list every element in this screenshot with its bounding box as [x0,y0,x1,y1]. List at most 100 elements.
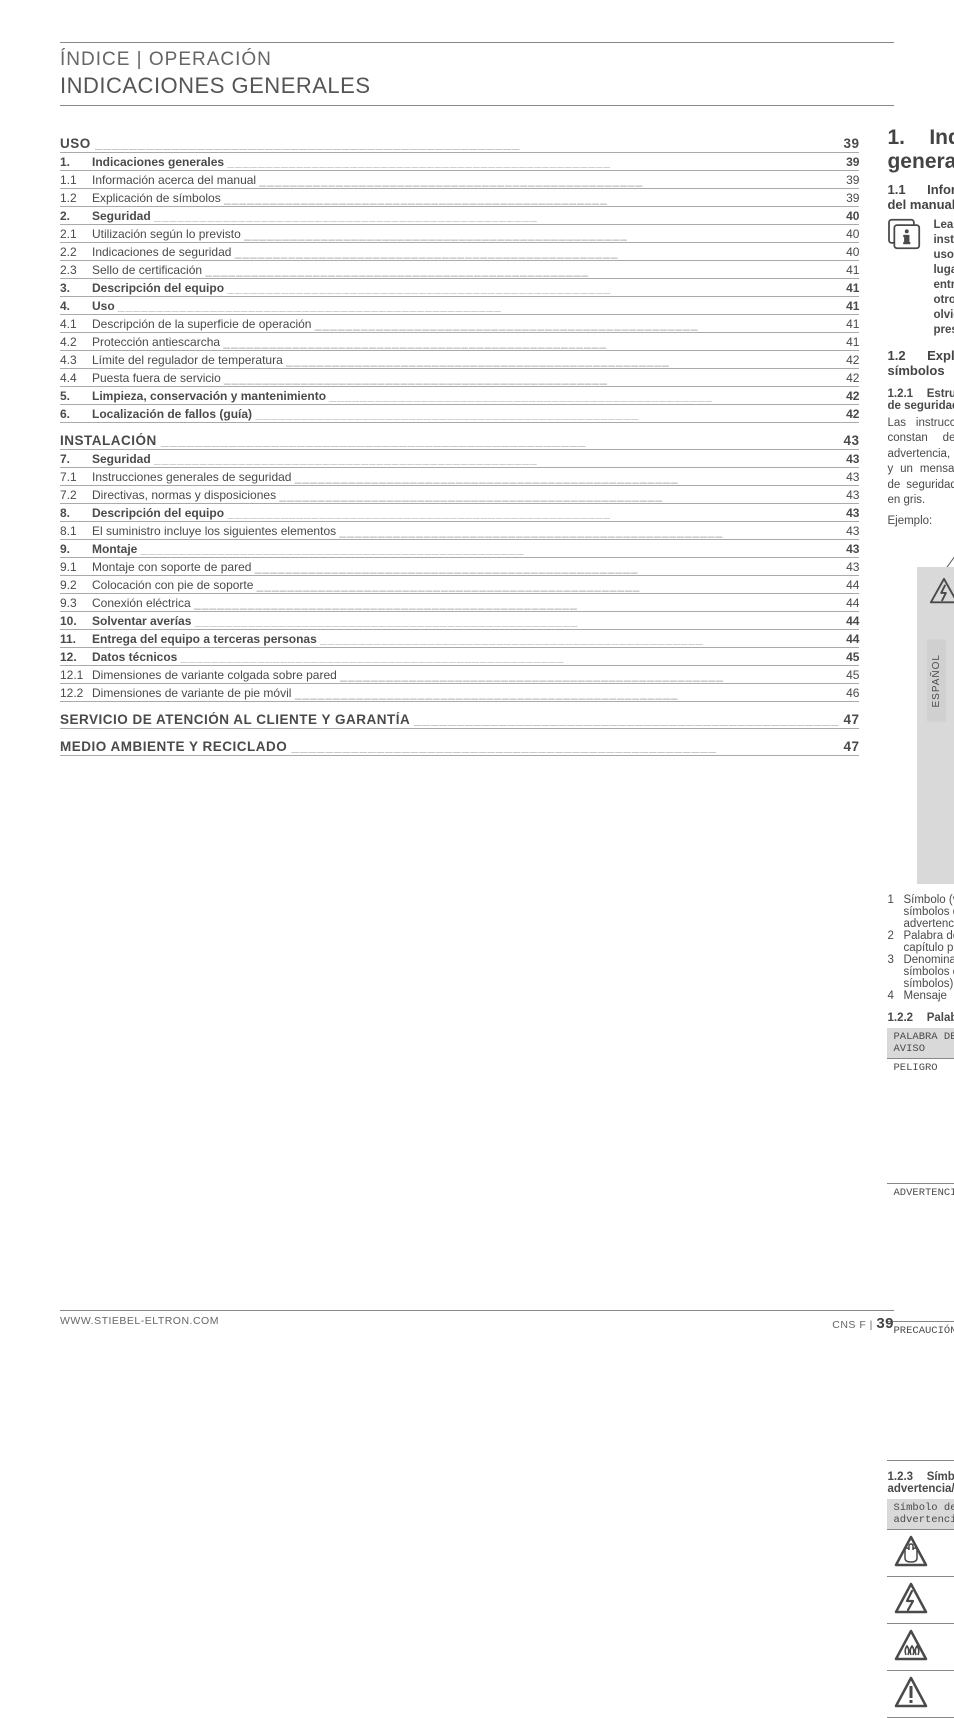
toc-num: 4.3 [60,353,92,367]
toc-page: 43 [839,433,859,448]
toc-label: Dimensiones de variante de pie móvil [92,686,842,700]
symbol-icon-cell [887,1623,954,1670]
toc-row: 8.Descripción del equipo 43 [60,504,859,522]
callout-leader-bottom [917,868,954,902]
example-label: Ejemplo: [887,515,954,527]
toc-row: 9.1Montaje con soporte de pared 43 [60,558,859,576]
table1-header-1: PALABRA DE AVISO [887,1028,954,1059]
callout-box: PELIGRO Electrocución Coloque el aparato… [917,567,954,884]
toc-page: 41 [842,281,859,295]
toc-num: 4.1 [60,317,92,331]
toc-num: 9.2 [60,578,92,592]
toc-page: 47 [839,739,859,754]
toc-num: 2.3 [60,263,92,277]
toc-page: 39 [842,173,859,187]
toc-label: USO [60,136,839,151]
toc-column: USO 391.Indicaciones generales 391.1Info… [60,126,859,1718]
section-1-2-heading: 1.2 Explicación de símbolos [887,348,954,378]
toc-page: 41 [842,317,859,331]
table-row: ADVERTENCIALa palabra de aviso ADVERTENC… [887,1184,954,1322]
legend-num: 2 [887,930,903,954]
toc-num: 5. [60,389,92,403]
toc-page: 44 [842,596,859,610]
info-icon [887,218,923,250]
toc-label: Límite del regulador de temperatura [92,353,842,367]
section-1-2-2-num: 1.2.2 [887,1012,923,1024]
toc-num: 2. [60,209,92,223]
toc-label: El suministro incluye los siguientes ele… [92,524,842,538]
toc-num: 9.3 [60,596,92,610]
toc-row: 4.4Puesta fuera de servicio 42 [60,369,859,387]
toc-page: 44 [842,632,859,646]
toc-row: 9.3Conexión eléctrica 44 [60,594,859,612]
legend-row: 3Denominación (véase capítulo símbolos d… [887,954,954,990]
toc-row: 12.2Dimensiones de variante de pie móvil… [60,684,859,702]
page-header: ÍNDICE | OPERACIÓN INDICACIONES GENERALE… [60,49,894,99]
legend-text: Denominación (véase capítulo símbolos de… [903,954,954,990]
toc-page: 45 [842,650,859,664]
toc-label: Indicaciones de seguridad [92,245,842,259]
toc-row: 7.Seguridad 43 [60,450,859,468]
toc-label: Montaje con soporte de pared [92,560,842,574]
toc-num: 11. [60,632,92,646]
legend-row: 2Palabra de señalización (véase capítulo… [887,930,954,954]
toc-num: 12. [60,650,92,664]
toc-num: 6. [60,407,92,421]
toc-label: Uso [92,299,842,313]
section-1-num: 1. [887,126,923,150]
toc-num: 1.1 [60,173,92,187]
toc-page: 41 [842,299,859,313]
toc-num: 9.1 [60,560,92,574]
toc-num: 2.1 [60,227,92,241]
section-1-2-2-heading: 1.2.2 Palabras de aviso [887,1012,954,1024]
toc-page: 42 [842,389,859,403]
toc-page: 46 [842,686,859,700]
toc-row: 1.1Información acerca del manual 39 [60,171,859,189]
toc-label: Directivas, normas y disposiciones [92,488,842,502]
toc-label: Sello de certificación [92,263,842,277]
toc-label: Colocación con pie de soporte [92,578,842,592]
toc-num: 10. [60,614,92,628]
toc-page: 44 [842,578,859,592]
toc-num: 8.1 [60,524,92,538]
toc-section-row: MEDIO AMBIENTE Y RECICLADO 47 [60,737,859,756]
table-row: Electrocución [887,1576,954,1623]
toc-page: 44 [842,614,859,628]
toc-page: 43 [842,488,859,502]
section-1-2-3-num: 1.2.3 [887,1471,923,1483]
section-1-1-heading: 1.1 Información acerca del manual [887,182,954,212]
toc-section-row: USO 39 [60,134,859,153]
toc-num: 1.2 [60,191,92,205]
two-column-layout: USO 391.Indicaciones generales 391.1Info… [60,126,894,1718]
paragraph-structure: Las instrucciones de seguridad constan d… [887,416,954,509]
toc-label: Conexión eléctrica [92,596,842,610]
toc-page: 43 [842,524,859,538]
toc-label: Dimensiones de variante colgada sobre pa… [92,668,842,682]
toc-num: 7.1 [60,470,92,484]
toc-page: 42 [842,407,859,421]
language-tab: ESPAÑOL [927,640,946,722]
section-1-2-num: 1.2 [887,348,923,363]
toc-row: 1.2Explicación de símbolos 39 [60,189,859,207]
page-footer: WWW.STIEBEL-ELTRON.COM CNS F | 39 [60,1310,894,1332]
toc-page: 45 [842,668,859,682]
toc-row: 4.1Descripción de la superficie de opera… [60,315,859,333]
toc-section-row: SERVICIO DE ATENCIÓN AL CLIENTE Y GARANT… [60,710,859,729]
legend-text: Palabra de señalización (véase capítulo … [903,930,954,954]
toc-num: 12.2 [60,686,92,700]
toc-num: 8. [60,506,92,520]
toc-label: Localización de fallos (guía) [92,407,842,421]
toc-row: 2.1Utilización según lo previsto 40 [60,225,859,243]
footer-url: WWW.STIEBEL-ELTRON.COM [60,1315,219,1332]
table-row: PRECAUCIÓNLa palabra de aviso PRECAUCIÓN… [887,1322,954,1460]
toc-row: 4.2Protección antiescarcha 41 [60,333,859,351]
toc-page: 40 [842,227,859,241]
toc-num: 4. [60,299,92,313]
toc-label: Solventar averías [92,614,842,628]
section-1-2-2-title: Palabras de aviso [927,1012,954,1024]
toc-row: 8.1El suministro incluye los siguientes … [60,522,859,540]
toc-num: 2.2 [60,245,92,259]
toc-row: 11.Entrega del equipo a terceras persona… [60,630,859,648]
table-row: PELIGROLa palabra de aviso PELIGRO desig… [887,1058,954,1183]
toc-row: 9.2Colocación con pie de soporte 44 [60,576,859,594]
